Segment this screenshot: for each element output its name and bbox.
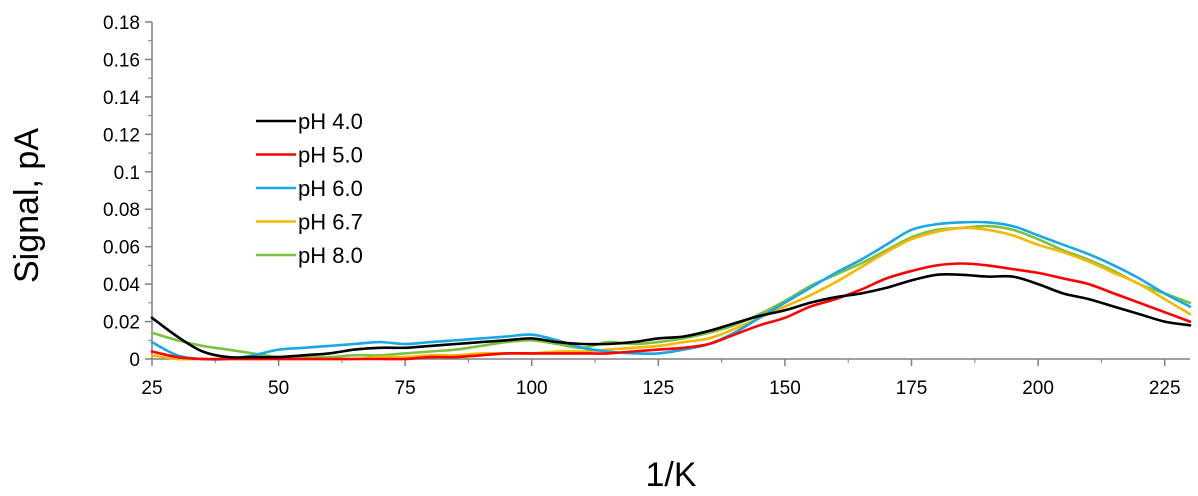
y-tick-label: 0.02 <box>103 313 140 334</box>
y-tick-label: 0.12 <box>103 125 140 146</box>
x-tick-label: 225 <box>1149 378 1181 399</box>
legend-label: pH 8.0 <box>298 243 363 268</box>
legend-label: pH 6.0 <box>298 176 363 201</box>
legend-label: pH 6.7 <box>298 210 363 235</box>
legend: pH 4.0 pH 5.0 pH 6.0 pH 6.7 pH 8.0 <box>256 109 363 268</box>
x-tick-label: 25 <box>141 378 162 399</box>
x-axis-title: 1/K <box>645 456 696 494</box>
y-axis-ticks: 0 0.02 0.04 0.06 0.08 0.1 0.12 0.14 0.16 0.18 <box>103 13 152 371</box>
legend-label: pH 4.0 <box>298 109 363 134</box>
series-line-ph-8-0 <box>150 224 1192 359</box>
y-tick-label: 0.18 <box>103 13 140 34</box>
y-tick-label: 0.16 <box>103 50 140 71</box>
x-tick-label: 175 <box>896 378 928 399</box>
x-tick-label: 100 <box>516 378 548 399</box>
x-tick-label: 75 <box>395 378 416 399</box>
x-tick-label: 150 <box>769 378 801 399</box>
series-line-ph-5-0 <box>150 262 1192 361</box>
series-lines <box>150 220 1192 361</box>
series-line-ph-6-0 <box>150 220 1192 361</box>
x-tick-label: 200 <box>1022 378 1054 399</box>
y-tick-label: 0.04 <box>103 275 140 296</box>
x-tick-label: 50 <box>268 378 289 399</box>
x-axis-ticks: 25 50 75 100 125 150 175 200 225 <box>141 359 1181 399</box>
y-axis-title: Signal, pA <box>8 128 46 283</box>
x-tick-label: 125 <box>642 378 674 399</box>
legend-label: pH 5.0 <box>298 143 363 168</box>
series-line-ph-4-0 <box>150 272 1192 359</box>
y-tick-label: 0 <box>129 350 140 371</box>
y-tick-label: 0.06 <box>103 238 140 259</box>
y-tick-label: 0.14 <box>103 88 140 109</box>
y-tick-label: 0.08 <box>103 200 140 221</box>
y-tick-label: 0.1 <box>114 163 140 184</box>
